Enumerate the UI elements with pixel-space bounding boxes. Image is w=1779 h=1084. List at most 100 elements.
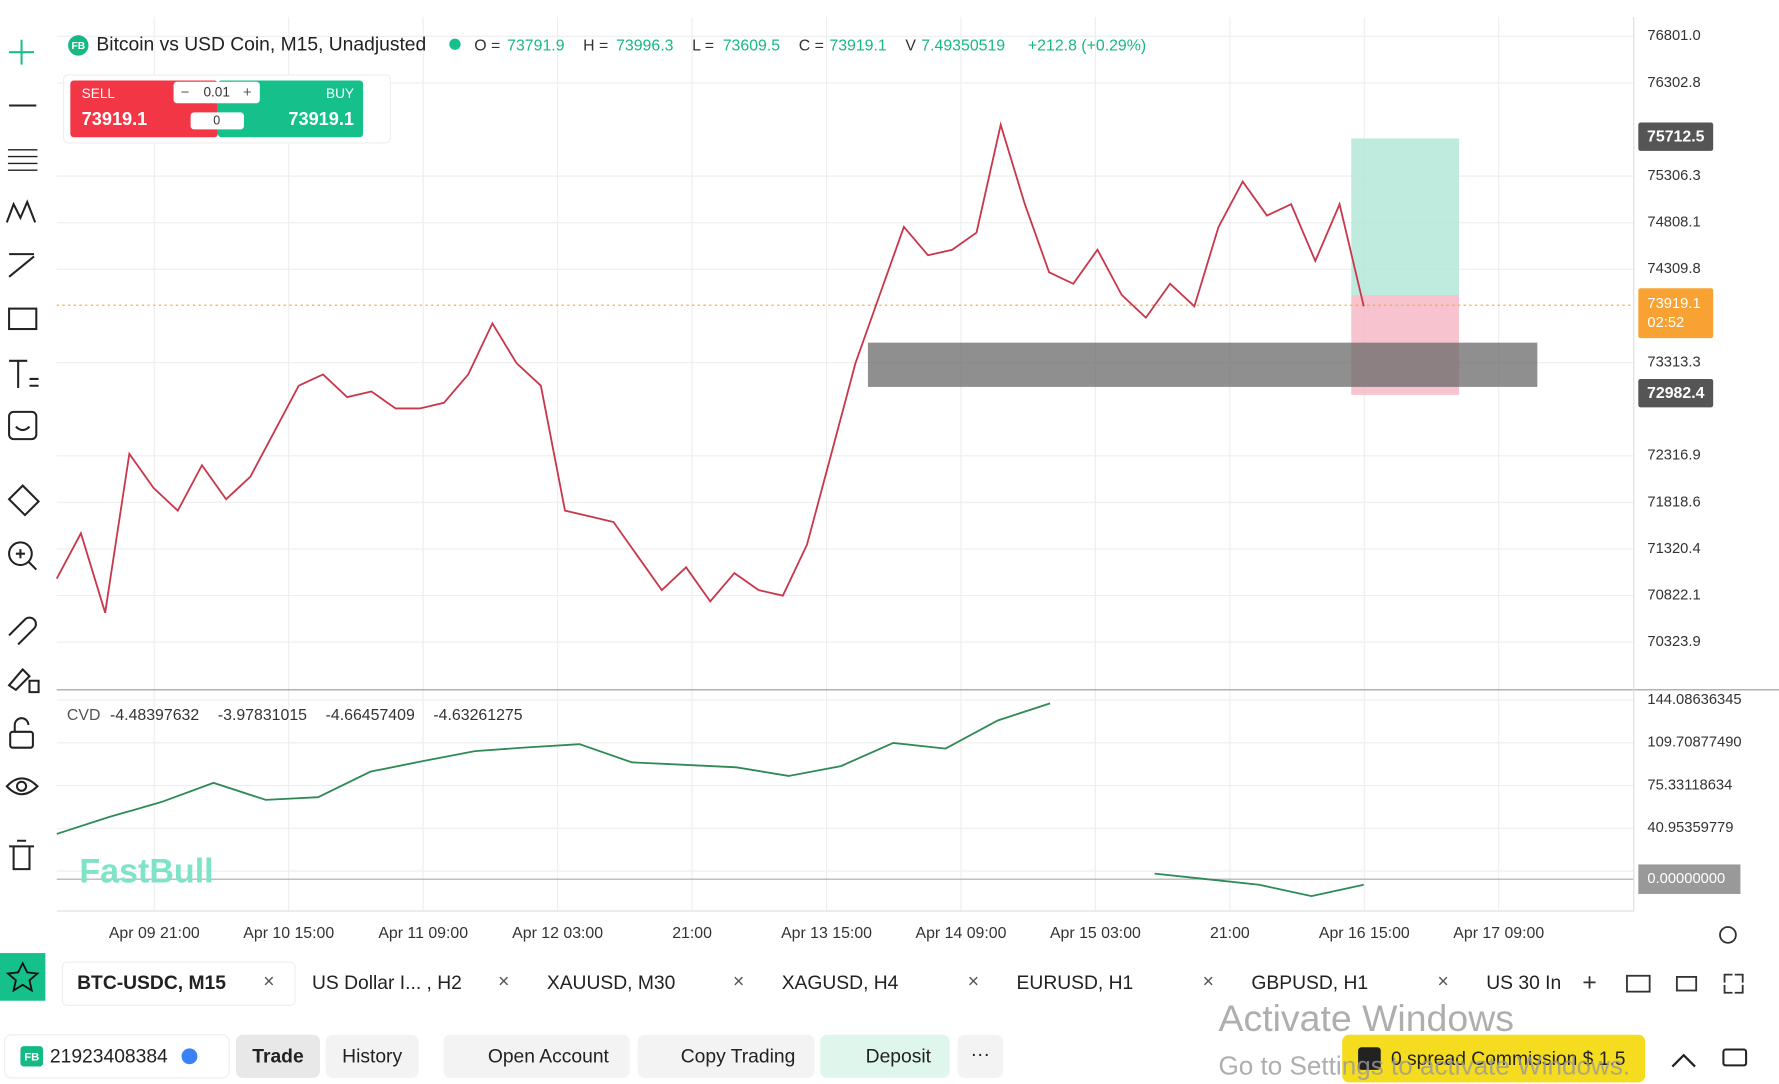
settings-icon[interactable] <box>1719 926 1737 944</box>
y-tick-label: 72316.9 <box>1647 448 1700 464</box>
y-tick-label: 70323.9 <box>1647 634 1700 650</box>
tab-close[interactable]: × <box>1203 972 1214 993</box>
x-tick-label: 21:00 <box>1210 925 1250 942</box>
copy-trading-label: Copy Trading <box>681 1047 796 1068</box>
tab-label[interactable]: XAGUSD, H4 <box>782 973 899 994</box>
status-dot <box>449 38 461 50</box>
window-icon[interactable] <box>1675 975 1698 992</box>
tab-close[interactable]: × <box>263 972 274 993</box>
cvd-legend-value: -4.66457409 <box>326 707 415 724</box>
ohlc-label: O = <box>474 38 500 55</box>
y-tick-label: 71320.4 <box>1647 541 1700 557</box>
badge <box>20 1046 44 1067</box>
tab-label[interactable]: US Dollar I... , H2 <box>312 973 462 994</box>
x-tick-label: Apr 13 15:00 <box>781 925 872 942</box>
x-tick-label: Apr 10 15:00 <box>243 925 334 942</box>
copy-trading-button[interactable] <box>637 1034 815 1078</box>
change: +212.8 (+0.29%) <box>1028 38 1146 55</box>
tab-label[interactable]: US 30 In <box>1486 973 1561 994</box>
tab-label[interactable]: GBPUSD, H1 <box>1251 973 1368 994</box>
sell-price: 73919.1 <box>82 109 148 129</box>
fullscreen-icon[interactable] <box>1723 973 1744 994</box>
tab-close[interactable]: × <box>1438 972 1449 993</box>
tab-label[interactable]: BTC-USDC, M15 <box>77 973 226 994</box>
account-box[interactable] <box>3 1034 230 1079</box>
toolbar[interactable] <box>5 39 41 871</box>
buy-price: 73919.1 <box>288 109 354 129</box>
y-tick-label: 74309.8 <box>1647 261 1700 277</box>
sl-marker <box>1638 378 1714 408</box>
trade-label: Trade <box>252 1047 304 1068</box>
collapse-icon[interactable] <box>1671 1053 1696 1068</box>
cvd-legend-value: -3.97831015 <box>218 707 307 724</box>
account-number: 21923408384 <box>50 1047 168 1068</box>
layout-icon[interactable] <box>1626 974 1651 993</box>
ohlc-value: 73609.5 <box>723 38 781 55</box>
history-label: History <box>342 1047 402 1068</box>
y-tick-label: 76801.0 <box>1647 28 1700 44</box>
open-account-label: Open Account <box>488 1047 610 1068</box>
tp-marker <box>1638 122 1714 151</box>
cvd-title: CVD <box>67 707 101 724</box>
os-notice-text: Go to Settings to activate Windows. <box>1219 1051 1631 1081</box>
history-button[interactable] <box>325 1034 419 1078</box>
zone-box[interactable] <box>867 342 1538 387</box>
y-tick-label: 70822.1 <box>1647 587 1700 603</box>
x-tick-label: Apr 15 03:00 <box>1050 925 1141 942</box>
more-button[interactable] <box>957 1034 1003 1078</box>
y-tick-highlight <box>1638 864 1741 894</box>
sl-label: 72982.4 <box>1647 385 1705 402</box>
favorites[interactable] <box>0 953 46 1001</box>
x-tick-label: Apr 11 09:00 <box>378 925 468 942</box>
cvd-legend-value: -4.48397632 <box>110 707 199 724</box>
deposit-label: Deposit <box>866 1047 932 1068</box>
price-line <box>56 702 1364 898</box>
qty-input[interactable] <box>190 112 244 130</box>
y-tick-label: 74808.1 <box>1647 215 1700 231</box>
sell-label: SELL <box>82 86 116 101</box>
x-tick-label: Apr 17 09:00 <box>1453 925 1544 942</box>
verified <box>181 1048 198 1065</box>
ohlc-label: H = <box>583 38 608 55</box>
y-tick-label: 73313.3 <box>1647 354 1700 370</box>
promo-banner[interactable] <box>1342 1034 1646 1083</box>
tab-close[interactable]: × <box>498 972 509 993</box>
trade-button[interactable] <box>235 1034 320 1078</box>
plus[interactable]: + <box>243 85 252 101</box>
ohlc-value: 73919.1 <box>829 38 887 55</box>
promo-text: 0 spread Commission $ 1.5 <box>1391 1049 1626 1070</box>
cvd-legend-value: -4.63261275 <box>433 707 522 724</box>
tab-close[interactable]: × <box>968 972 979 993</box>
x-tick-label: 21:00 <box>672 925 712 942</box>
more-icon: ··· <box>971 1044 990 1065</box>
y-tick-label: 71818.6 <box>1647 494 1700 510</box>
watermark: FastBull <box>79 853 213 891</box>
lot: 0.01 <box>203 85 229 100</box>
ohlc-value: 73996.3 <box>616 38 674 55</box>
y-tick-label: 109.70877490 <box>1647 735 1741 751</box>
lot-input[interactable] <box>173 81 260 104</box>
add-tab[interactable]: + <box>1582 968 1597 996</box>
promo-icon <box>1358 1047 1381 1070</box>
take-profit-zone[interactable] <box>1351 138 1460 295</box>
tab-label[interactable]: EURUSD, H1 <box>1017 973 1134 994</box>
current-marker <box>1638 288 1714 339</box>
qty: 0 <box>213 114 220 128</box>
y-tick-label: 75306.3 <box>1647 168 1700 184</box>
panel-icon[interactable] <box>1722 1048 1748 1067</box>
ohlc-label: C = <box>799 38 824 55</box>
x-tick-label: Apr 14 09:00 <box>916 925 1007 942</box>
ohlc-value: 73791.9 <box>507 38 565 55</box>
y-tick-label: 0.00000000 <box>1647 871 1725 887</box>
deposit-button[interactable] <box>820 1034 950 1078</box>
open-account-button[interactable] <box>443 1034 630 1078</box>
badge-text: FB <box>71 41 85 52</box>
badge-text: FB <box>24 1051 39 1063</box>
minus[interactable]: − <box>181 85 190 101</box>
tab-label[interactable]: XAUUSD, M30 <box>547 973 675 994</box>
x-tick-label: Apr 09 21:00 <box>109 925 200 942</box>
star-icon <box>5 961 40 993</box>
y-tick-label: 40.95359779 <box>1647 820 1733 836</box>
buy-label: BUY <box>326 86 354 101</box>
tab-close[interactable]: × <box>733 972 744 993</box>
